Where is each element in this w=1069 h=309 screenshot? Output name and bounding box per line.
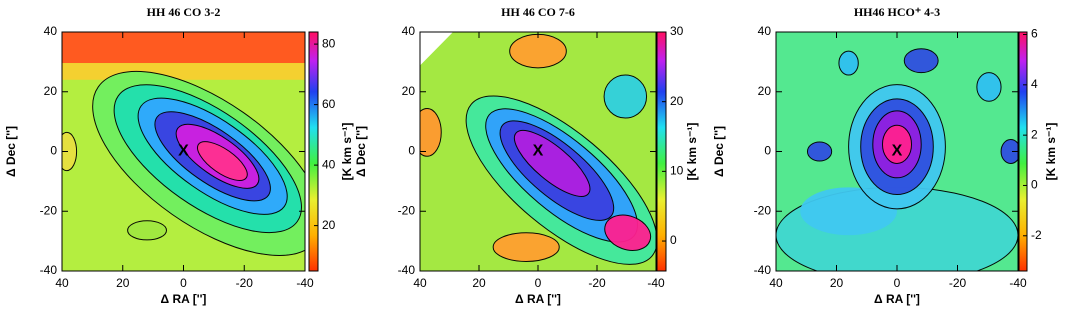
y-axis-label: Δ Dec [''] — [4, 126, 18, 177]
map — [420, 32, 656, 271]
x-tick-label: 20 — [472, 276, 486, 290]
y-tick-label: 0 — [408, 144, 415, 158]
y-tick-label: 20 — [402, 84, 416, 98]
map-region — [976, 72, 1002, 102]
y-tick-label: 0 — [50, 144, 57, 158]
colorbar — [308, 31, 319, 272]
y-tick-label: 40 — [758, 24, 772, 38]
colorbar-tick-label: 80 — [322, 36, 336, 50]
colorbar — [1018, 31, 1028, 272]
x-tick-label: -40 — [1009, 276, 1027, 290]
map-region — [604, 214, 652, 251]
colorbar-label: [K km s⁻¹] — [340, 123, 354, 181]
x-tick-label: -40 — [647, 276, 665, 290]
colorbar-tick-label: 20 — [670, 94, 684, 108]
y-tick-label: 40 — [402, 24, 416, 38]
x-tick-label: 40 — [413, 276, 427, 290]
y-tick-label: -40 — [754, 263, 772, 277]
x-tick-label: 20 — [116, 276, 130, 290]
y-axis-label: Δ Dec [''] — [354, 126, 368, 177]
map-region — [603, 74, 648, 119]
map — [62, 32, 305, 271]
map-region — [838, 50, 859, 76]
y-axis-label: Δ Dec [''] — [712, 126, 726, 177]
map-region — [903, 48, 939, 74]
colorbar — [656, 31, 667, 272]
source-marker: X — [892, 143, 903, 160]
map-region — [1000, 139, 1018, 164]
x-tick-label: 40 — [55, 276, 69, 290]
x-axis-label: Δ RA [''] — [515, 292, 561, 306]
map-region — [513, 130, 591, 197]
colorbar-tick-label: 2 — [1031, 127, 1038, 141]
y-tick-label: -20 — [754, 203, 772, 217]
y-tick-label: 20 — [44, 84, 58, 98]
map-region — [420, 107, 442, 157]
chart-title: HH 46 CO 7-6 — [501, 5, 575, 19]
colorbar-label: [K km s⁻¹] — [1044, 123, 1058, 181]
colorbar-tick-label: 60 — [322, 97, 336, 111]
colorbar-tick-label: -2 — [1031, 228, 1042, 242]
source-marker: X — [533, 143, 544, 160]
colorbar-tick-label: 10 — [670, 164, 684, 178]
map-region — [881, 124, 913, 164]
map-region — [62, 131, 78, 172]
colorbar-tick-label: 4 — [1031, 77, 1038, 91]
y-tick-label: -40 — [40, 263, 58, 277]
colorbar-label: [K km s⁻¹] — [685, 123, 699, 181]
x-tick-label: 40 — [769, 276, 783, 290]
map-region — [197, 141, 248, 181]
map — [776, 32, 1018, 271]
x-axis-label: Δ RA [''] — [874, 292, 920, 306]
colorbar-tick-label: 0 — [1031, 178, 1038, 192]
y-tick-label: 40 — [44, 24, 58, 38]
colorbar-tick-label: 40 — [322, 157, 336, 171]
x-tick-label: -40 — [296, 276, 314, 290]
map-region — [62, 63, 305, 80]
map-region — [806, 141, 833, 162]
y-tick-label: -40 — [398, 263, 416, 277]
colorbar-tick-label: 6 — [1031, 27, 1038, 41]
x-tick-label: 0 — [535, 276, 542, 290]
map-region — [127, 220, 167, 241]
x-axis-label: Δ RA [''] — [161, 292, 207, 306]
x-tick-label: -20 — [949, 276, 967, 290]
x-tick-label: 0 — [180, 276, 187, 290]
y-tick-label: 0 — [764, 144, 771, 158]
chart-title: HH 46 CO 3-2 — [147, 5, 221, 19]
x-tick-label: 20 — [830, 276, 844, 290]
x-tick-label: -20 — [588, 276, 606, 290]
source-marker: X — [178, 143, 189, 160]
colorbar-tick-label: 20 — [322, 218, 336, 232]
map-region — [509, 33, 567, 69]
colorbar-tick-label: 0 — [670, 233, 677, 247]
colorbar-tick-label: 30 — [670, 24, 684, 38]
y-tick-label: 20 — [758, 84, 772, 98]
map-region — [492, 232, 560, 262]
y-tick-label: -20 — [398, 203, 416, 217]
chart-title: HH46 HCO⁺ 4-3 — [854, 5, 940, 19]
y-tick-label: -20 — [40, 203, 58, 217]
x-tick-label: 0 — [894, 276, 901, 290]
x-tick-label: -20 — [236, 276, 254, 290]
map-mask — [420, 32, 454, 66]
